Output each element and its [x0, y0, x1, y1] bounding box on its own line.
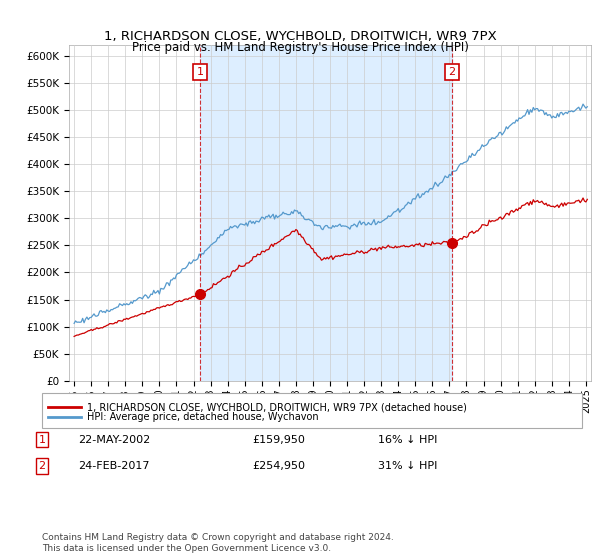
Text: Price paid vs. HM Land Registry's House Price Index (HPI): Price paid vs. HM Land Registry's House … — [131, 41, 469, 54]
Text: 1, RICHARDSON CLOSE, WYCHBOLD, DROITWICH, WR9 7PX (detached house): 1, RICHARDSON CLOSE, WYCHBOLD, DROITWICH… — [87, 402, 467, 412]
Bar — [200, 45, 452, 381]
Text: 1: 1 — [38, 435, 46, 445]
Text: 24-FEB-2017: 24-FEB-2017 — [78, 461, 149, 471]
Text: 31% ↓ HPI: 31% ↓ HPI — [378, 461, 437, 471]
Text: Contains HM Land Registry data © Crown copyright and database right 2024.
This d: Contains HM Land Registry data © Crown c… — [42, 533, 394, 553]
Text: 2: 2 — [38, 461, 46, 471]
Text: 2: 2 — [448, 67, 455, 77]
Text: £254,950: £254,950 — [252, 461, 305, 471]
Text: 1, RICHARDSON CLOSE, WYCHBOLD, DROITWICH, WR9 7PX: 1, RICHARDSON CLOSE, WYCHBOLD, DROITWICH… — [104, 30, 496, 43]
Text: £159,950: £159,950 — [252, 435, 305, 445]
Text: 16% ↓ HPI: 16% ↓ HPI — [378, 435, 437, 445]
Text: HPI: Average price, detached house, Wychavon: HPI: Average price, detached house, Wych… — [87, 412, 319, 422]
Text: 22-MAY-2002: 22-MAY-2002 — [78, 435, 150, 445]
Text: 1: 1 — [197, 67, 203, 77]
